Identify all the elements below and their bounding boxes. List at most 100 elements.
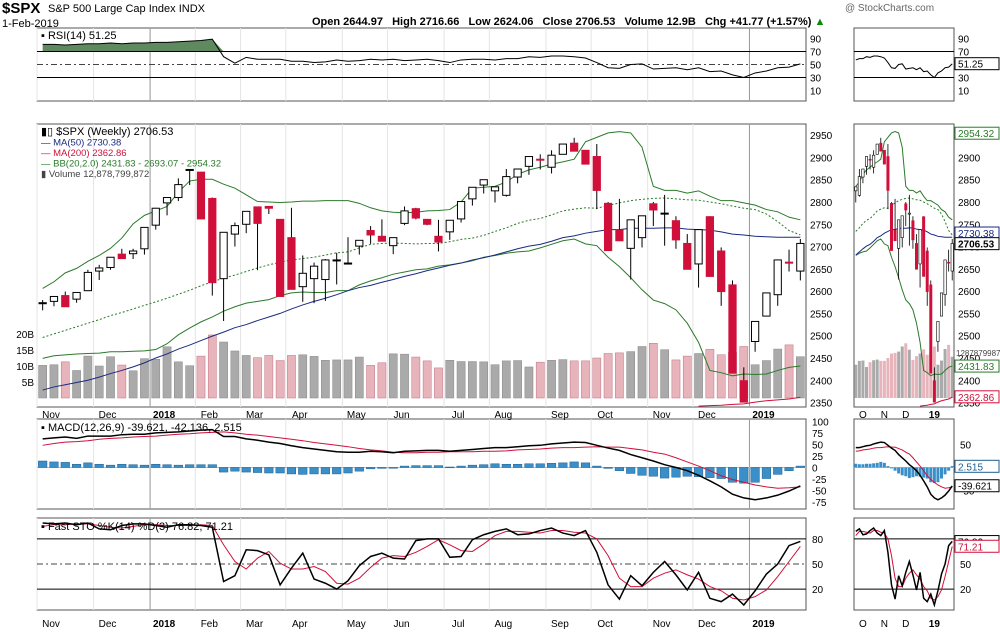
- macd-histogram-bar: [219, 467, 229, 473]
- x-tick-label-sto: Oct: [597, 619, 613, 630]
- x-tick-label: Dec: [698, 410, 716, 421]
- candle-body: [558, 143, 567, 155]
- price-tick: 2400: [810, 376, 833, 387]
- macd-histogram-bar: [445, 466, 455, 469]
- price-legend-item: ▮▯ $SPX (Weekly) 2706.53: [41, 126, 173, 138]
- thumb-rsi-tick: 10: [958, 87, 970, 98]
- thumb-value-flag-label: 2.515: [958, 462, 983, 473]
- macd-histogram-bar: [739, 467, 749, 484]
- x-tick-label-sto: Dec: [99, 619, 117, 630]
- thumb-candle-body: [889, 203, 893, 251]
- x-tick-label: Apr: [292, 410, 308, 421]
- thumb-candle-body: [872, 154, 876, 168]
- sto-d-line: [42, 523, 801, 601]
- volume-bar: [694, 353, 703, 399]
- thumb-macd-bar: [950, 466, 954, 468]
- volume-bar: [151, 359, 161, 399]
- index-full-name: S&P 500 Large Cap Index: [48, 3, 176, 15]
- price-tick: 2900: [810, 153, 833, 164]
- candle-body: [242, 210, 251, 225]
- thumb-price-tick: 2400: [958, 376, 981, 387]
- x-tick-label: Aug: [494, 410, 512, 421]
- candle-body: [502, 176, 511, 196]
- macd-histogram-bar: [626, 467, 636, 474]
- macd-histogram-bar: [422, 465, 432, 468]
- macd-histogram-bar: [128, 464, 138, 468]
- macd-histogram-bar: [139, 464, 149, 468]
- price-legend-item: ▮ Volume 12,878,799,872: [41, 169, 149, 180]
- thumb-macd-bar: [886, 466, 890, 468]
- thumb-macd-bar: [854, 463, 858, 468]
- macd-histogram-bar: [320, 467, 330, 475]
- macd-histogram-bar: [592, 465, 602, 468]
- macd-histogram-bar: [490, 463, 500, 468]
- thumb-candle-body: [907, 212, 911, 215]
- thumb-macd-bar: [947, 467, 951, 471]
- macd-histogram-bar: [467, 464, 477, 468]
- volume-bar: [94, 365, 104, 399]
- candle-body: [49, 295, 59, 302]
- x-tick-label: Nov: [653, 410, 671, 421]
- macd-histogram-bar: [727, 467, 738, 483]
- thumb-volume-bar: [904, 343, 908, 398]
- volume-bar: [162, 346, 172, 399]
- volume-tick: 10B: [16, 362, 34, 373]
- macd-histogram-bar: [309, 467, 319, 475]
- thumb-macd-bar: [865, 463, 868, 468]
- macd-histogram-bar: [332, 467, 342, 475]
- thumb-candle-body: [886, 156, 890, 191]
- candle-body: [366, 230, 375, 236]
- thumb-macd-bar: [879, 461, 883, 468]
- thumb-candle-body: [936, 321, 940, 342]
- volume-bar: [547, 359, 556, 399]
- macd-histogram-bar: [185, 464, 195, 468]
- thumb-candle-body: [932, 380, 936, 403]
- thumb-candle-body: [947, 261, 951, 264]
- volume-bar: [321, 359, 330, 399]
- thumb-value-flag: [954, 479, 1000, 493]
- macd-histogram-bar: [637, 467, 647, 476]
- sto-tick: 20: [812, 585, 824, 596]
- volume-bar: [750, 364, 760, 399]
- x-tick-label-sto: Jun: [394, 619, 410, 630]
- sto-tick: 80: [812, 535, 824, 546]
- thumb-volume-bar: [865, 366, 868, 398]
- macd-histogram-bar: [117, 463, 127, 468]
- candle-body: [513, 168, 522, 178]
- macd-histogram-bar: [524, 463, 534, 468]
- rsi-tick: 30: [810, 74, 822, 85]
- macd-histogram-bar: [547, 463, 557, 468]
- macd-histogram-bar: [49, 461, 59, 468]
- thumb-frame-rsi: [853, 27, 955, 102]
- thumb-candle-body: [929, 284, 933, 374]
- volume-bar: [275, 360, 285, 399]
- thumb-value-flag-label: 2362.86: [958, 393, 995, 404]
- thumb-value-flag-label: 51.25: [958, 60, 983, 71]
- candle-body: [343, 262, 353, 265]
- volume-bar: [490, 364, 500, 399]
- thumb-value-flag-label: -39.621: [958, 482, 992, 493]
- volume-bar: [626, 351, 636, 399]
- candle-body: [468, 186, 477, 200]
- sto-k-line: [42, 522, 801, 607]
- volume-bar: [762, 360, 771, 399]
- macd-histogram-bar: [535, 463, 545, 468]
- x-tick-label-sto: Nov: [42, 619, 60, 630]
- price-tick: 2350: [810, 399, 833, 410]
- thumb-macd-bar: [872, 463, 876, 468]
- thumb-volume-bar: [907, 349, 911, 398]
- thumb-volume-bar: [915, 356, 918, 398]
- macd-histogram-bar: [479, 464, 489, 468]
- candle-body: [174, 184, 183, 199]
- thumb-candle-body: [939, 292, 943, 317]
- macd-histogram-bar: [761, 467, 771, 479]
- thumb-volume-bar: [868, 362, 872, 398]
- candle-body: [400, 210, 409, 224]
- candle-body: [750, 320, 760, 342]
- thumb-volume-bar: [918, 353, 922, 398]
- candle-body: [490, 186, 500, 192]
- volume-bar: [343, 359, 353, 399]
- thumb-value-flag-label: 2954.32: [958, 129, 995, 140]
- thumb-macd-bar: [893, 467, 897, 471]
- volume-bar: [253, 357, 262, 399]
